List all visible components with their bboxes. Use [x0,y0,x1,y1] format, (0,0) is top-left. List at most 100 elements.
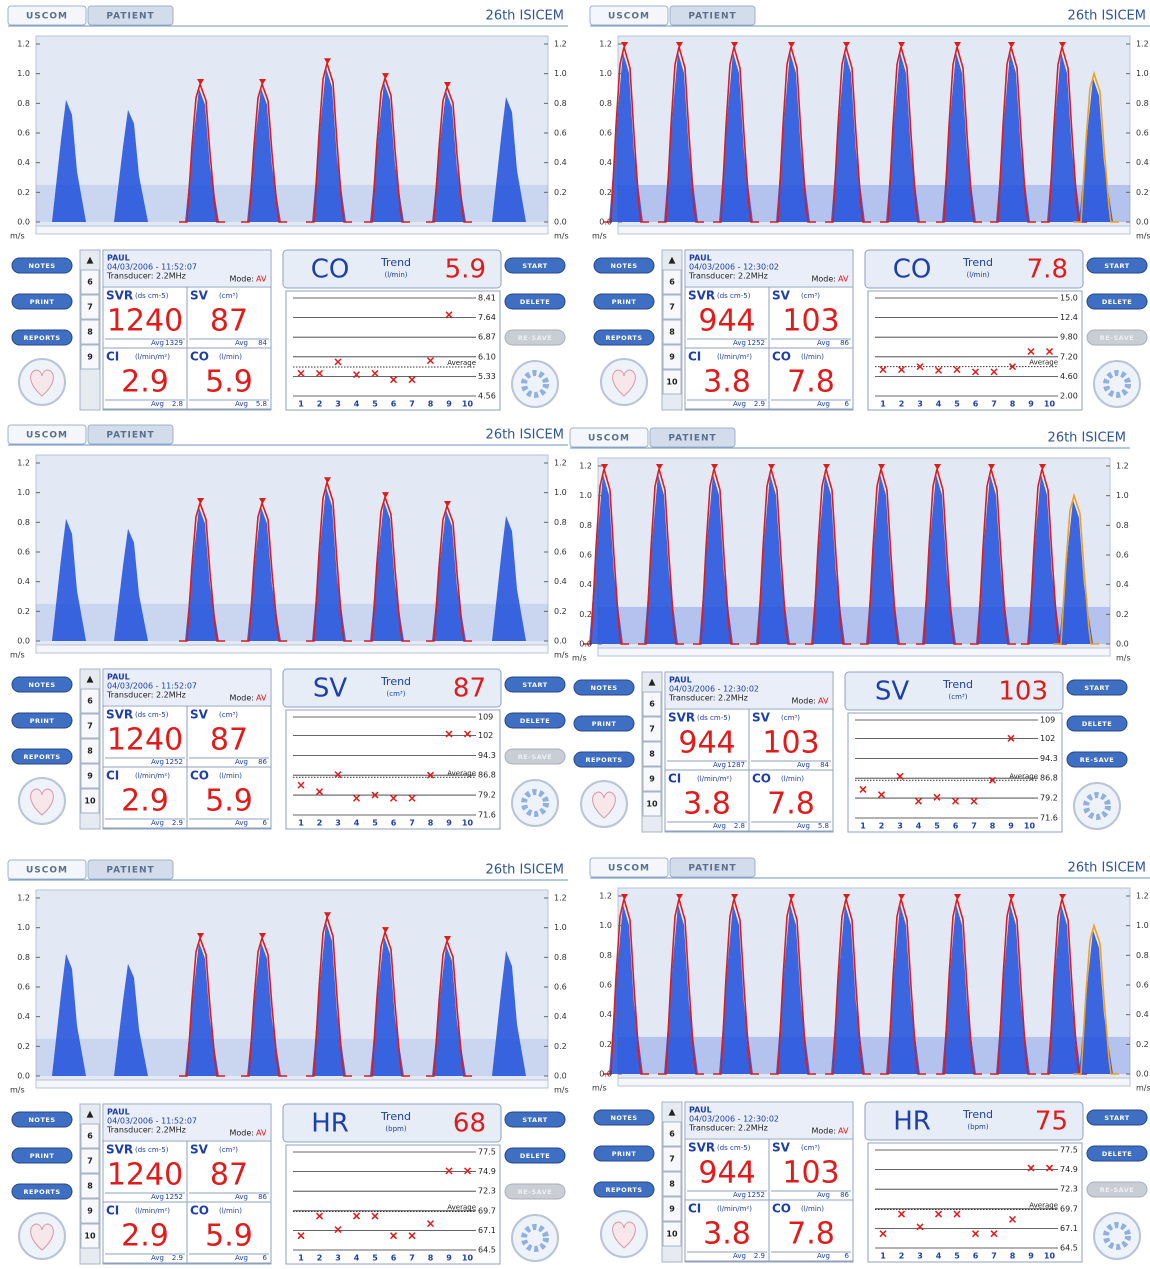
velocity-envelope [658,898,704,1075]
beat-tab[interactable] [662,294,682,320]
button[interactable] [11,676,73,693]
settings-button[interactable] [1093,1212,1141,1260]
beat-tab[interactable] [80,1173,100,1199]
beat-tab[interactable] [80,688,100,714]
tab[interactable] [7,859,87,880]
button[interactable] [504,712,566,729]
beat-tab[interactable] [80,294,100,320]
scrollbar[interactable] [617,225,1131,235]
tab[interactable] [7,424,87,445]
button[interactable] [1066,751,1128,768]
tab[interactable] [649,427,736,448]
tab[interactable] [569,427,649,448]
doppler-spectrum [609,52,643,222]
trend-point [990,1230,998,1238]
scroll-up[interactable]: ▲ [87,1110,94,1120]
beat-tab[interactable] [662,344,682,370]
beat-tab[interactable] [642,766,662,792]
button[interactable] [573,751,635,768]
beat-tab[interactable] [662,1146,682,1172]
beat-tab[interactable] [80,763,100,789]
button[interactable] [593,1109,655,1126]
button[interactable] [11,1147,73,1164]
button[interactable] [1086,293,1148,310]
button[interactable] [11,293,73,310]
beat-tab[interactable] [80,269,100,295]
beat-tab[interactable] [662,1171,682,1197]
beat-tab[interactable] [80,1148,100,1174]
beat-tab[interactable] [80,1123,100,1149]
scroll-up[interactable]: ▲ [669,1108,676,1118]
tab[interactable] [589,857,669,878]
scrollbar[interactable] [35,225,549,235]
beat-tab[interactable] [662,269,682,295]
settings-button[interactable] [1073,782,1121,830]
button[interactable] [573,679,635,696]
button[interactable] [1066,679,1128,696]
beat-tab[interactable] [642,716,662,742]
trend-tick-label: 8.41 [478,294,496,303]
beat-tab[interactable] [80,1223,100,1249]
beat-tab[interactable] [662,1121,682,1147]
button[interactable] [593,1181,655,1198]
button[interactable] [573,715,635,732]
doppler-spectrum [312,68,346,222]
beat-tab[interactable] [80,738,100,764]
beat-tab[interactable] [80,713,100,739]
beat-tab[interactable] [80,344,100,370]
settings-button[interactable] [511,360,559,408]
button[interactable] [504,1147,566,1164]
settings-button[interactable] [511,779,559,827]
scrollbar[interactable] [597,647,1111,657]
button[interactable] [593,257,655,274]
button[interactable] [11,1183,73,1200]
beat-tab[interactable] [662,369,682,395]
button[interactable] [1086,1145,1148,1162]
velocity-tick-label: 1.2 [17,894,30,903]
datetime: 04/03/2006 - 11:52:07 [107,263,197,272]
beat-tab[interactable] [642,791,662,817]
scroll-up[interactable]: ▲ [649,678,656,688]
tab[interactable] [7,5,87,26]
beat-tab[interactable] [642,691,662,717]
logo-heart [30,369,54,397]
beat-tab[interactable] [80,788,100,814]
button[interactable] [593,329,655,346]
button[interactable] [504,257,566,274]
button[interactable] [504,676,566,693]
tab[interactable] [669,857,756,878]
velocity-tick-label: 0.0 [17,218,30,227]
beat-tab[interactable] [662,1221,682,1247]
button[interactable] [11,257,73,274]
button[interactable] [504,1111,566,1128]
beat-tab[interactable] [642,741,662,767]
settings-button[interactable] [511,1214,559,1262]
button[interactable] [11,1111,73,1128]
button[interactable] [593,1145,655,1162]
button[interactable] [1066,715,1128,732]
settings-button[interactable] [1093,360,1141,408]
button[interactable] [11,712,73,729]
button[interactable] [504,293,566,310]
beat-tab[interactable] [662,1196,682,1222]
beat-tab[interactable] [80,319,100,345]
beat-tab[interactable] [662,319,682,345]
scrollbar[interactable] [35,1079,549,1089]
scroll-up[interactable]: ▲ [669,256,676,266]
tab[interactable] [87,424,174,445]
button[interactable] [11,329,73,346]
button[interactable] [1086,257,1148,274]
scrollbar[interactable] [617,1077,1131,1087]
scroll-up[interactable]: ▲ [87,675,94,685]
button[interactable] [11,748,73,765]
tab[interactable] [87,5,174,26]
tab[interactable] [87,859,174,880]
tab[interactable] [669,5,756,26]
scrollbar[interactable] [35,644,549,654]
scroll-up[interactable]: ▲ [87,256,94,266]
beat-tab[interactable] [80,1198,100,1224]
button[interactable] [593,293,655,310]
trend-label: Trend [380,675,411,688]
button[interactable] [1086,1109,1148,1126]
tab[interactable] [589,5,669,26]
